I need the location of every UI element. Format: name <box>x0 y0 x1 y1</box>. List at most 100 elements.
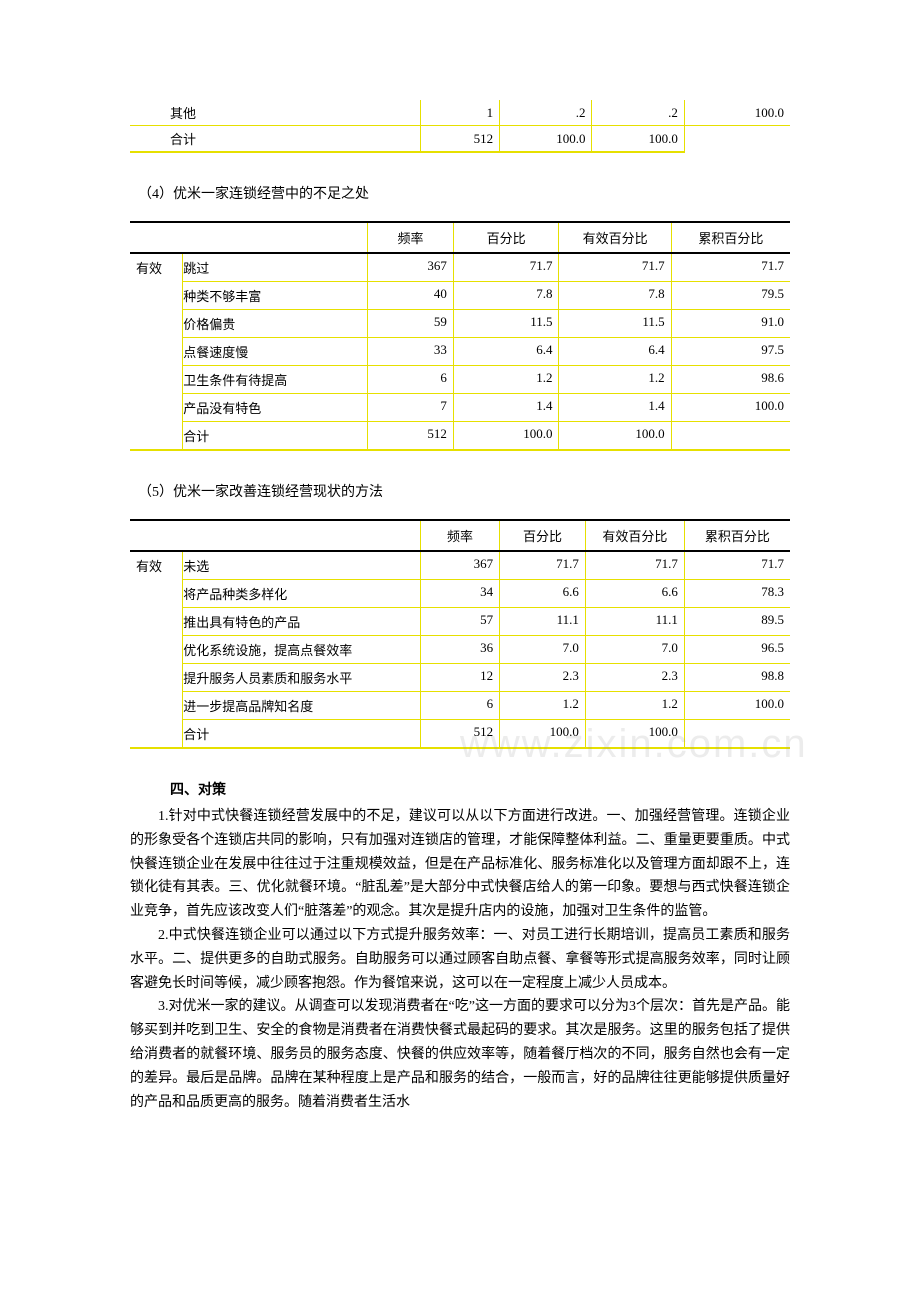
cell: 100.0 <box>559 422 671 451</box>
cell: 40 <box>368 282 454 310</box>
header-pct: 百分比 <box>500 520 586 551</box>
row-label: 合计 <box>183 422 368 451</box>
header-empty <box>130 520 420 551</box>
cell: 71.7 <box>684 551 790 580</box>
cell: 78.3 <box>684 580 790 608</box>
cell: 1.2 <box>585 692 684 720</box>
cell: 100.0 <box>684 692 790 720</box>
cell: 100.0 <box>500 126 592 153</box>
table-row: 有效 未选 367 71.7 71.7 71.7 <box>130 551 790 580</box>
cell: 512 <box>420 720 499 749</box>
cell: 57 <box>420 608 499 636</box>
table-header-row: 频率 百分比 有效百分比 累积百分比 <box>130 222 790 253</box>
table-row: 种类不够丰富 40 7.8 7.8 79.5 <box>130 282 790 310</box>
cell: 512 <box>420 126 499 153</box>
cell: 100.0 <box>585 720 684 749</box>
cell: 367 <box>420 551 499 580</box>
cell: 59 <box>368 310 454 338</box>
row-label: 卫生条件有待提高 <box>183 366 368 394</box>
table-row: 推出具有特色的产品 57 11.1 11.1 89.5 <box>130 608 790 636</box>
cell: 11.5 <box>559 310 671 338</box>
cell: 7.8 <box>559 282 671 310</box>
cell: 98.8 <box>684 664 790 692</box>
cell: 71.7 <box>559 253 671 282</box>
table-row: 合计 512 100.0 100.0 <box>130 126 790 153</box>
cell: 512 <box>368 422 454 451</box>
cell: 71.7 <box>500 551 586 580</box>
cell: 96.5 <box>684 636 790 664</box>
table-row: 优化系统设施，提高点餐效率 36 7.0 7.0 96.5 <box>130 636 790 664</box>
row-label: 合计 <box>183 720 421 749</box>
table-row-total: 合计 512 100.0 100.0 <box>130 422 790 451</box>
table-row: 进一步提高品牌知名度 6 1.2 1.2 100.0 <box>130 692 790 720</box>
cell: 100.0 <box>453 422 559 451</box>
cell: 100.0 <box>671 394 790 422</box>
section-5-title: （5）优米一家改善连锁经营现状的方法 <box>138 481 790 501</box>
row-label: 提升服务人员素质和服务水平 <box>183 664 421 692</box>
cell: 7.0 <box>585 636 684 664</box>
cell: 6.4 <box>559 338 671 366</box>
cell: 100.0 <box>500 720 586 749</box>
row-label: 种类不够丰富 <box>183 282 368 310</box>
cell: 12 <box>420 664 499 692</box>
row-label: 合计 <box>130 126 420 153</box>
section-4-title: （4）优米一家连锁经营中的不足之处 <box>138 183 790 203</box>
cell: 11.1 <box>500 608 586 636</box>
header-cum-pct: 累积百分比 <box>671 222 790 253</box>
row-label: 产品没有特色 <box>183 394 368 422</box>
row-label: 进一步提高品牌知名度 <box>183 692 421 720</box>
row-label: 其他 <box>130 100 420 126</box>
cell: 97.5 <box>671 338 790 366</box>
table-row: 价格偏贵 59 11.5 11.5 91.0 <box>130 310 790 338</box>
cell: 100.0 <box>684 100 790 126</box>
cell: 11.1 <box>585 608 684 636</box>
header-pct: 百分比 <box>453 222 559 253</box>
body-paragraph-2: 2.中式快餐连锁企业可以通过以下方式提升服务效率：一、对员工进行长期培训，提高员… <box>130 924 790 995</box>
header-freq: 频率 <box>420 520 499 551</box>
cell: 98.6 <box>671 366 790 394</box>
table-row: 将产品种类多样化 34 6.6 6.6 78.3 <box>130 580 790 608</box>
cell: 6 <box>420 692 499 720</box>
fragment-table: 其他 1 .2 .2 100.0 合计 512 100.0 100.0 <box>130 100 790 153</box>
cell: 89.5 <box>684 608 790 636</box>
cell: .2 <box>500 100 592 126</box>
cell: 34 <box>420 580 499 608</box>
cell: 100.0 <box>592 126 684 153</box>
cell: 6.4 <box>453 338 559 366</box>
cell: 6.6 <box>585 580 684 608</box>
valid-label: 有效 <box>130 253 183 450</box>
table-5: 频率 百分比 有效百分比 累积百分比 有效 未选 367 71.7 71.7 7… <box>130 519 790 749</box>
cell: 91.0 <box>671 310 790 338</box>
cell: 2.3 <box>585 664 684 692</box>
table-4: 频率 百分比 有效百分比 累积百分比 有效 跳过 367 71.7 71.7 7… <box>130 221 790 451</box>
row-label: 价格偏贵 <box>183 310 368 338</box>
row-label: 将产品种类多样化 <box>183 580 421 608</box>
cell: 6 <box>368 366 454 394</box>
cell: 1.2 <box>453 366 559 394</box>
cell: 367 <box>368 253 454 282</box>
header-empty <box>130 222 368 253</box>
cell <box>671 422 790 451</box>
cell: 79.5 <box>671 282 790 310</box>
table-row: 有效 跳过 367 71.7 71.7 71.7 <box>130 253 790 282</box>
body-paragraph-3: 3.对优米一家的建议。从调查可以发现消费者在“吃”这一方面的要求可以分为3个层次… <box>130 995 790 1114</box>
cell: 11.5 <box>453 310 559 338</box>
row-label: 推出具有特色的产品 <box>183 608 421 636</box>
table-row: 卫生条件有待提高 6 1.2 1.2 98.6 <box>130 366 790 394</box>
cell: 36 <box>420 636 499 664</box>
cell: 2.3 <box>500 664 586 692</box>
table-row: 其他 1 .2 .2 100.0 <box>130 100 790 126</box>
valid-label: 有效 <box>130 551 183 748</box>
table-row-total: 合计 512 100.0 100.0 <box>130 720 790 749</box>
header-cum-pct: 累积百分比 <box>684 520 790 551</box>
header-valid-pct: 有效百分比 <box>585 520 684 551</box>
row-label: 优化系统设施，提高点餐效率 <box>183 636 421 664</box>
cell: 7.8 <box>453 282 559 310</box>
table-header-row: 频率 百分比 有效百分比 累积百分比 <box>130 520 790 551</box>
cell: 1.4 <box>559 394 671 422</box>
cell: 6.6 <box>500 580 586 608</box>
cell: 7.0 <box>500 636 586 664</box>
cell: .2 <box>592 100 684 126</box>
section-heading: 四、对策 <box>170 779 790 799</box>
cell: 33 <box>368 338 454 366</box>
